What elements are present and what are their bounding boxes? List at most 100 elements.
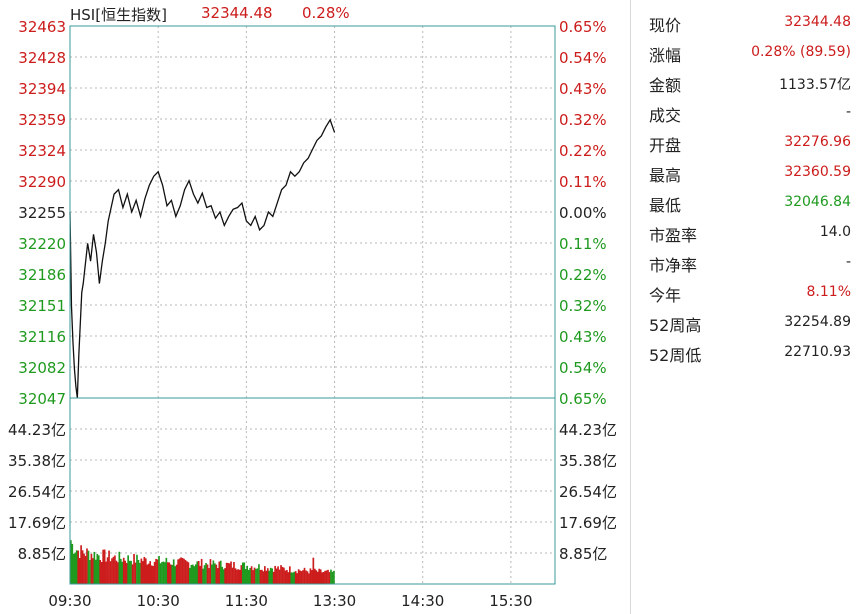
volume-bar bbox=[108, 550, 110, 584]
volume-bar bbox=[72, 553, 75, 584]
volume-bar bbox=[70, 540, 72, 584]
volume-tick-label: 44.23亿 bbox=[8, 421, 66, 439]
volume-bar bbox=[149, 561, 152, 584]
volume-bar bbox=[291, 572, 294, 584]
volume-bar bbox=[167, 562, 169, 584]
volume-bar bbox=[312, 557, 315, 584]
volume-bar bbox=[244, 568, 247, 584]
volume-bar bbox=[308, 573, 310, 584]
volume-bar bbox=[264, 566, 266, 584]
volume-bar bbox=[142, 561, 144, 584]
quote-value: - bbox=[845, 104, 851, 120]
volume-bar bbox=[256, 568, 259, 584]
volume-bar bbox=[143, 556, 146, 584]
price-tick-label: 32082 bbox=[18, 359, 66, 377]
volume-bar bbox=[155, 558, 157, 584]
volume-bar bbox=[114, 555, 116, 584]
volume-panel-frame bbox=[69, 397, 556, 585]
volume-bar bbox=[266, 568, 269, 584]
quote-value: 32254.89 bbox=[784, 314, 851, 330]
volume-bar bbox=[103, 549, 106, 584]
price-panel-frame bbox=[69, 25, 556, 399]
volume-bar bbox=[331, 571, 334, 584]
volume-bar bbox=[109, 561, 112, 584]
quote-row: 开盘 32276.96 bbox=[631, 126, 858, 156]
volume-bar bbox=[206, 564, 209, 584]
volume-bar bbox=[177, 559, 179, 584]
volume-bar bbox=[90, 553, 93, 584]
pct-tick-label: 0.54% bbox=[559, 359, 607, 377]
volume-bar bbox=[202, 568, 204, 584]
quote-row: 最高 32360.59 bbox=[631, 156, 858, 186]
volume-bar bbox=[131, 564, 134, 584]
volume-bar bbox=[87, 550, 90, 584]
volume-bar bbox=[96, 554, 99, 584]
volume-bar bbox=[296, 573, 299, 584]
volume-bar bbox=[241, 562, 244, 584]
index-code-label: HSI[恒生指数] bbox=[70, 6, 167, 24]
volume-bar bbox=[139, 562, 141, 584]
volume-bar bbox=[183, 558, 185, 584]
volume-bar bbox=[117, 562, 119, 584]
quote-row: 金额 1133.57亿 bbox=[631, 66, 858, 96]
volume-bar bbox=[164, 562, 166, 584]
quote-label: 金额 bbox=[649, 76, 682, 95]
volume-bar bbox=[137, 559, 140, 584]
volume-bar bbox=[156, 559, 159, 584]
volume-bar bbox=[187, 562, 190, 584]
volume-bar bbox=[218, 561, 221, 584]
volume-bar bbox=[302, 570, 304, 584]
volume-bar bbox=[281, 566, 284, 584]
volume-tick-label: 35.38亿 bbox=[8, 452, 66, 470]
volume-bar bbox=[278, 569, 281, 584]
volume-bar bbox=[212, 560, 215, 584]
volume-bar bbox=[294, 571, 297, 584]
volume-bar bbox=[288, 566, 291, 584]
volume-bar bbox=[275, 568, 278, 584]
volume-bar bbox=[287, 572, 290, 584]
header-change-pct: 0.28% bbox=[302, 4, 350, 22]
volume-bar bbox=[246, 565, 249, 584]
volume-bar bbox=[253, 567, 256, 584]
volume-tick-label-right: 17.69亿 bbox=[559, 514, 617, 532]
volume-bar bbox=[193, 566, 196, 584]
price-tick-label: 32047 bbox=[18, 390, 66, 408]
volume-bar bbox=[111, 558, 113, 584]
volume-tick-label-right: 35.38亿 bbox=[559, 452, 617, 470]
intraday-chart-svg: 32463 0.65% 32428 0.54% 32394 0.43% 32359 0.32%… bbox=[8, 18, 617, 610]
volume-bar bbox=[215, 564, 218, 584]
volume-bar bbox=[222, 569, 225, 584]
price-tick-label: 32186 bbox=[18, 266, 66, 284]
volume-bar bbox=[77, 550, 80, 584]
volume-bar bbox=[208, 568, 210, 584]
volume-bar bbox=[274, 565, 276, 584]
pct-tick-label: 0.65% bbox=[559, 18, 607, 36]
volume-bar bbox=[178, 558, 181, 584]
volume-bar bbox=[209, 559, 212, 584]
volume-bar bbox=[159, 563, 162, 584]
pct-tick-label: 0.11% bbox=[559, 235, 607, 253]
intraday-chart: 32463 0.65% 32428 0.54% 32394 0.43% 32359 0.32%… bbox=[8, 4, 617, 610]
price-tick-label: 32359 bbox=[18, 111, 66, 129]
volume-bar bbox=[94, 559, 97, 584]
pct-tick-label: 0.54% bbox=[559, 49, 607, 67]
volume-bar bbox=[71, 543, 74, 584]
volume-bar bbox=[252, 570, 254, 584]
volume-bar bbox=[262, 571, 265, 584]
volume-bar bbox=[175, 564, 178, 584]
volume-bar bbox=[272, 571, 275, 584]
quote-label: 开盘 bbox=[649, 136, 682, 155]
volume-bar bbox=[172, 559, 175, 584]
volume-bar bbox=[136, 554, 138, 584]
quote-row: 现价 32344.48 bbox=[631, 6, 858, 36]
volume-bar bbox=[306, 571, 309, 584]
volume-bar bbox=[118, 551, 121, 584]
price-tick-label: 32463 bbox=[18, 18, 66, 36]
volume-tick-label-right: 26.54亿 bbox=[559, 483, 617, 501]
volume-bar bbox=[106, 557, 109, 584]
quote-row: 52周低 22710.93 bbox=[631, 336, 858, 366]
time-tick-label: 11:30 bbox=[225, 592, 268, 610]
volume-bar bbox=[255, 568, 257, 584]
pct-tick-label: 0.65% bbox=[559, 390, 607, 408]
volume-bar bbox=[237, 569, 240, 584]
